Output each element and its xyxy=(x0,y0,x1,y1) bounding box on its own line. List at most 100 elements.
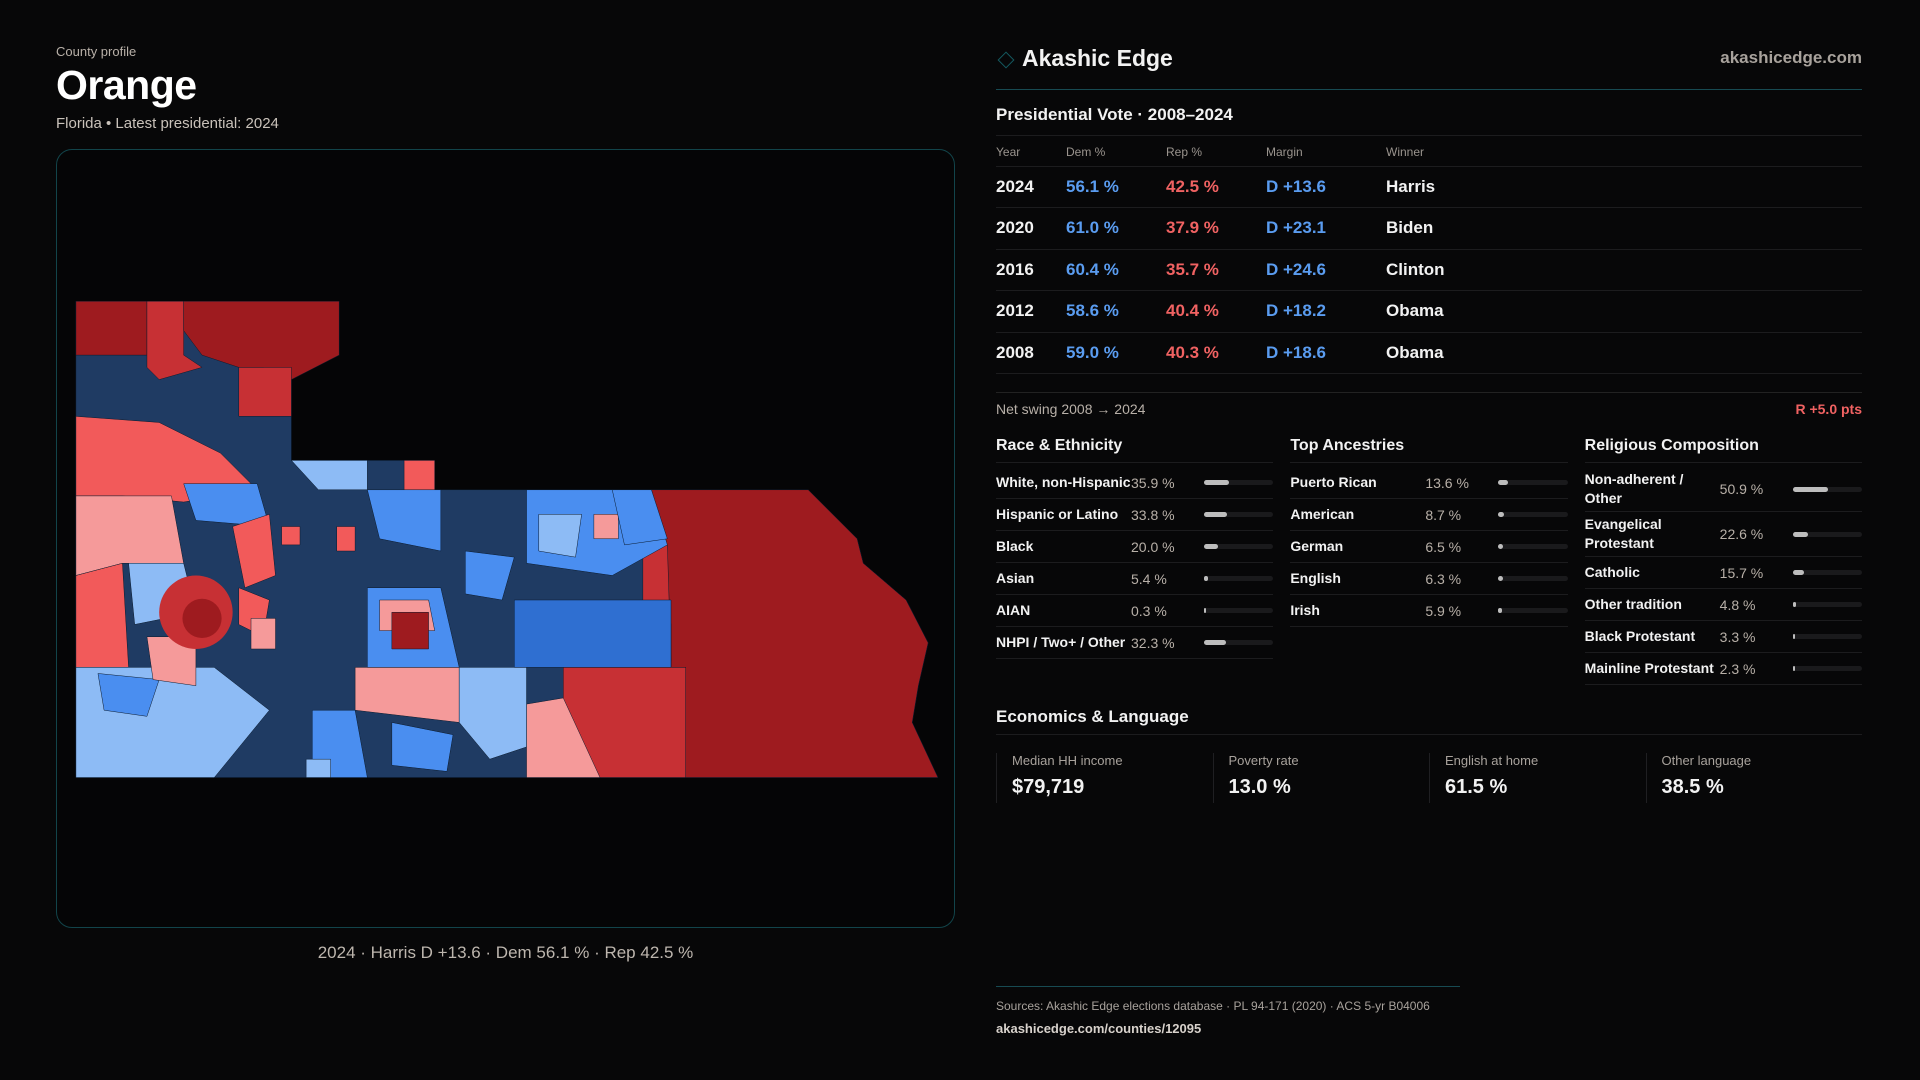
winner-cell: Clinton xyxy=(1386,249,1862,291)
stat-pct: 5.9 % xyxy=(1425,602,1462,619)
stat-label: Non-adherent / Other xyxy=(1584,471,1684,506)
vote-row: 2012 58.6 % 40.4 % D +18.2 Obama xyxy=(996,290,1862,333)
margin-cell: D +18.2 xyxy=(1266,290,1386,333)
margin-cell: D +18.6 xyxy=(1266,332,1386,374)
bar-track xyxy=(1792,486,1862,492)
stat-pct: 22.6 % xyxy=(1719,526,1764,542)
rep-pct-cell: 40.4 % xyxy=(1166,290,1266,333)
stat-pct: 15.7 % xyxy=(1719,564,1764,581)
bar-fill xyxy=(1792,666,1795,671)
bar-track xyxy=(1204,576,1274,581)
stat-pct: 32.3 % xyxy=(1131,634,1175,651)
vote-title: Presidential Vote · 2008–2024 xyxy=(996,105,1233,124)
vote-row: 2008 59.0 % 40.3 % D +18.6 Obama xyxy=(996,332,1862,374)
bar-fill xyxy=(1204,576,1208,581)
winner-cell: Biden xyxy=(1386,207,1862,250)
bar-track xyxy=(1204,608,1274,613)
dem-pct-cell: 60.4 % xyxy=(1066,249,1166,291)
stat-pct: 35.9 % xyxy=(1131,474,1175,491)
dem-pct-cell: 59.0 % xyxy=(1066,332,1166,374)
bar-track xyxy=(1498,480,1568,485)
bar-fill xyxy=(1792,486,1828,492)
county-url[interactable]: akashicedge.com/counties/12095 xyxy=(996,1021,1202,1036)
stat-row: Other tradition 4.8 % xyxy=(1584,589,1862,621)
net-swing-label: Net swing 2008 → 2024 xyxy=(996,401,1146,417)
map-panel xyxy=(56,149,955,928)
stat-pct: 6.5 % xyxy=(1425,538,1462,555)
economics-section: Economics & Language Median HH income $79… xyxy=(996,707,1862,803)
bar-fill xyxy=(1204,512,1228,517)
column-header: Dem % xyxy=(1066,136,1166,167)
econ-stat-value: 38.5 % xyxy=(1661,776,1724,798)
stat-pct: 33.8 % xyxy=(1131,506,1175,523)
sources-footer: Sources: Akashic Edge elections database… xyxy=(996,986,1460,1036)
stat-label: English xyxy=(1290,570,1341,586)
econ-stat-value: 61.5 % xyxy=(1445,776,1508,798)
bar-track xyxy=(1498,576,1568,581)
divider xyxy=(996,135,1862,136)
stat-label: Puerto Rican xyxy=(1290,474,1377,490)
stat-label: Catholic xyxy=(1584,564,1640,580)
diamond-icon xyxy=(997,51,1015,69)
sources-text: Sources: Akashic Edge elections database… xyxy=(996,999,1430,1013)
stat-label: Mainline Protestant xyxy=(1584,660,1714,676)
vote-row: 2016 60.4 % 35.7 % D +24.6 Clinton xyxy=(996,249,1862,291)
bar-track xyxy=(1204,512,1274,517)
stat-label: NHPI / Two+ / Other xyxy=(996,634,1126,650)
stat-row: AIAN 0.3 % xyxy=(996,595,1274,627)
map-caption: 2024 · Harris D +13.6 · Dem 56.1 % · Rep… xyxy=(317,943,694,962)
economics-title: Economics & Language xyxy=(996,707,1862,735)
vote-table: Year Dem % Rep % Margin Winner 2024 56.1 % 42.… xyxy=(996,136,1862,374)
winner-cell: Harris xyxy=(1386,166,1862,208)
econ-stat-label: Other language xyxy=(1661,753,1752,768)
stat-label: Asian xyxy=(996,570,1035,586)
county-subtitle: Florida • Latest presidential: 2024 xyxy=(56,115,279,132)
year-cell: 2008 xyxy=(996,332,1066,374)
stat-row: Irish 5.9 % xyxy=(1290,595,1568,627)
bar-track xyxy=(1792,570,1862,575)
bar-track xyxy=(1498,608,1568,613)
stat-label: Irish xyxy=(1290,602,1320,618)
stat-pct: 5.4 % xyxy=(1131,570,1167,587)
dem-pct-cell: 58.6 % xyxy=(1066,290,1166,333)
rep-pct-cell: 35.7 % xyxy=(1166,249,1266,291)
econ-stat-value: $79,719 xyxy=(1012,776,1085,798)
stat-pct: 50.9 % xyxy=(1719,481,1764,497)
bar-track xyxy=(1792,602,1862,607)
bar-track xyxy=(1204,544,1274,549)
margin-cell: D +24.6 xyxy=(1266,249,1386,291)
page-kicker: County profile xyxy=(56,44,137,59)
stat-label: Hispanic or Latino xyxy=(996,506,1119,522)
bar-track xyxy=(1498,512,1568,517)
stat-row: German 6.5 % xyxy=(1290,531,1568,563)
stat-pct: 2.3 % xyxy=(1719,660,1756,677)
stat-label: AIAN xyxy=(996,602,1031,618)
stat-label: White, non-Hispanic xyxy=(996,474,1131,490)
stat-row: Puerto Rican 13.6 % xyxy=(1290,467,1568,499)
bar-fill xyxy=(1792,602,1796,607)
year-cell: 2012 xyxy=(996,290,1066,333)
bar-track xyxy=(1792,634,1862,639)
stat-row: NHPI / Two+ / Other 32.3 % xyxy=(996,627,1274,659)
bar-fill xyxy=(1204,480,1229,485)
bar-fill xyxy=(1498,544,1503,549)
bar-fill xyxy=(1792,570,1804,575)
winner-cell: Obama xyxy=(1386,290,1862,333)
vote-row: 2024 56.1 % 42.5 % D +13.6 Harris xyxy=(996,166,1862,208)
brand-bar: Akashic Edge akashicedge.com xyxy=(996,40,1862,76)
year-cell: 2020 xyxy=(996,207,1066,250)
stat-row: Hispanic or Latino 33.8 % xyxy=(996,499,1274,531)
year-cell: 2016 xyxy=(996,249,1066,291)
stat-row: American 8.7 % xyxy=(1290,499,1568,531)
stat-pct: 6.3 % xyxy=(1425,570,1462,587)
bar-track xyxy=(1498,544,1568,549)
brand-name: Akashic Edge xyxy=(1022,44,1173,71)
stat-pct: 8.7 % xyxy=(1425,506,1462,523)
stat-row: Catholic 15.7 % xyxy=(1584,557,1862,589)
section-title: Top Ancestries xyxy=(1290,437,1568,463)
stat-label: Black xyxy=(996,538,1034,554)
site-link[interactable]: akashicedge.com xyxy=(1720,48,1862,67)
stat-pct: 13.6 % xyxy=(1425,474,1469,491)
bar-track xyxy=(1204,640,1274,645)
econ-stat-value: 13.0 % xyxy=(1228,776,1291,798)
